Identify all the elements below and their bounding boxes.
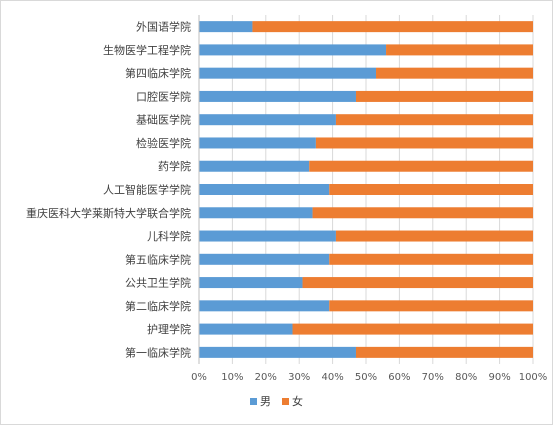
bar-male (199, 230, 336, 242)
x-tick-label: 60% (388, 372, 410, 383)
bar-male (199, 207, 313, 219)
bar-female (309, 160, 533, 172)
bar-male (199, 346, 356, 358)
x-tick-label: 80% (455, 372, 477, 383)
bar-female (252, 21, 533, 33)
bar-male (199, 67, 377, 79)
category-label: 重庆医科大学莱斯特大学联合学院 (26, 206, 191, 220)
category-label: 公共卫生学院 (125, 276, 191, 290)
category-label: 护理学院 (147, 322, 191, 336)
x-tick-label: 10% (221, 372, 243, 383)
category-label: 第五临床学院 (125, 252, 191, 266)
category-label: 检验医学院 (136, 136, 191, 150)
bar-female (355, 346, 533, 358)
bar-male (199, 253, 330, 265)
category-label: 药学院 (158, 159, 191, 173)
bar-male (199, 90, 356, 102)
x-tick-label: 40% (321, 372, 343, 383)
bar-female (329, 253, 533, 265)
bar-female (329, 300, 533, 312)
bar-male (199, 44, 387, 56)
category-label: 儿科学院 (147, 229, 191, 243)
bar-female (302, 277, 533, 289)
bar-male (199, 137, 316, 149)
legend-swatch-male (250, 398, 257, 405)
bar-male (199, 114, 336, 126)
legend-label-female: 女 (292, 394, 303, 408)
x-tick-label: 100% (519, 372, 548, 383)
bar-male (199, 21, 253, 33)
bar-female (329, 184, 533, 195)
category-label: 人工智能医学学院 (103, 183, 191, 197)
category-label: 口腔医学院 (136, 89, 191, 103)
x-tick-label: 50% (355, 372, 377, 383)
bar-female (335, 230, 533, 242)
bar-female (315, 137, 533, 149)
category-label: 外国语学院 (136, 20, 191, 34)
legend-swatch-female (282, 398, 289, 405)
bar-male (199, 160, 310, 172)
bar-female (376, 67, 533, 79)
legend-label-male: 男 (260, 395, 271, 408)
x-tick-label: 70% (422, 372, 444, 383)
legend: 男女 (250, 394, 303, 408)
bar-female (386, 44, 533, 56)
bars (199, 21, 533, 358)
category-label: 第一临床学院 (125, 345, 191, 359)
x-tick-label: 20% (255, 372, 277, 383)
bar-male (199, 277, 303, 289)
axes: 0% 10% 20% 30% 40% 50% 60% 70% 80% 90% 100% 外国语学院生物… (26, 15, 547, 383)
bar-female (292, 323, 533, 335)
bar-male (199, 300, 330, 312)
category-label: 第四临床学院 (125, 66, 191, 80)
bar-female (335, 114, 533, 126)
category-label: 生物医学工程学院 (103, 43, 191, 57)
bar-female (355, 90, 533, 102)
x-tick-label: 30% (288, 372, 310, 383)
bar-male (199, 184, 330, 195)
bar-male (199, 323, 293, 335)
category-label: 基础医学院 (136, 113, 191, 127)
category-label: 第二临床学院 (125, 299, 191, 313)
x-tick-label: 90% (488, 372, 510, 383)
x-tick-label: 0% (191, 372, 207, 383)
bar-female (312, 207, 533, 219)
